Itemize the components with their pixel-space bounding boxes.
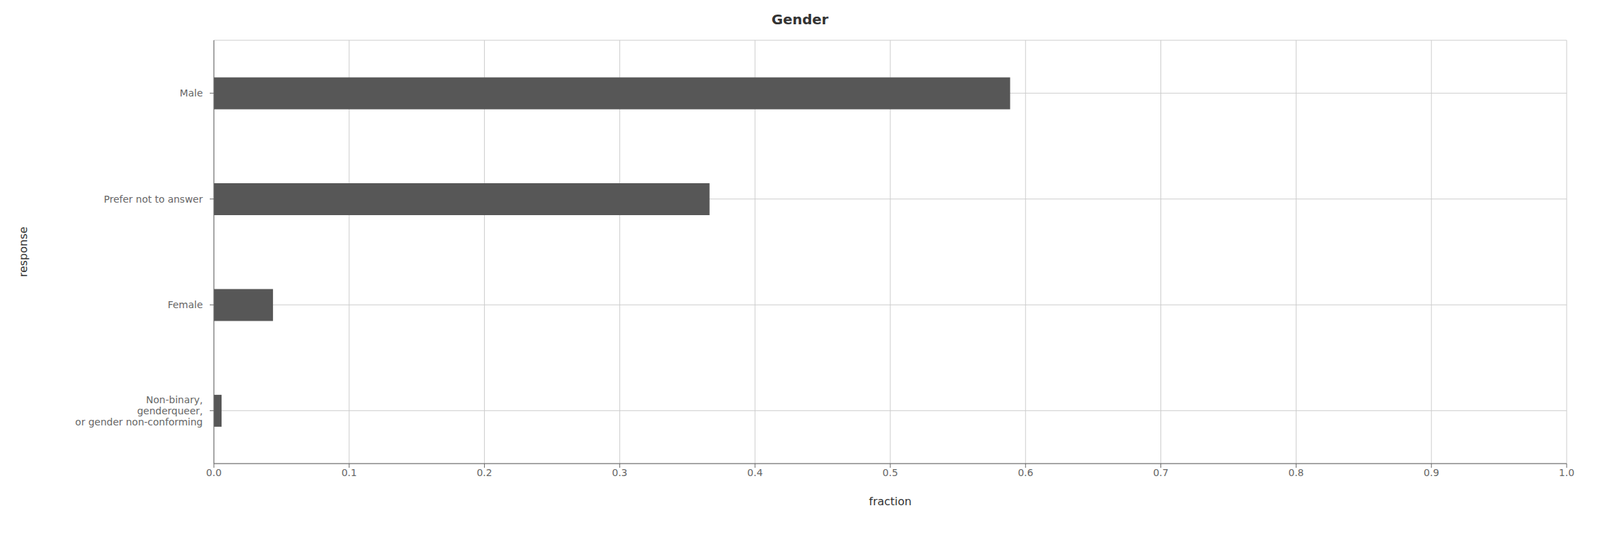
svg-text:Female: Female bbox=[167, 299, 203, 311]
svg-text:0.4: 0.4 bbox=[747, 467, 763, 479]
html-text:Gender: Gender bbox=[771, 11, 829, 28]
svg-text:0.3: 0.3 bbox=[611, 467, 628, 479]
svg-text:Non-binary,genderqueer,or gend: Non-binary,genderqueer,or gender non-con… bbox=[75, 394, 203, 428]
svg-text:response: response bbox=[16, 227, 30, 278]
svg-text:0.5: 0.5 bbox=[882, 467, 898, 479]
svg-text:fraction: fraction bbox=[868, 495, 912, 509]
svg-text:0.0: 0.0 bbox=[206, 467, 222, 479]
svg-text:1.0: 1.0 bbox=[1559, 467, 1575, 479]
svg-text:0.7: 0.7 bbox=[1152, 467, 1169, 479]
svg-text:0.9: 0.9 bbox=[1423, 467, 1439, 479]
svg-text:Prefer not to answer: Prefer not to answer bbox=[104, 193, 204, 205]
svg-text:Male: Male bbox=[179, 87, 203, 99]
svg-text:0.6: 0.6 bbox=[1018, 467, 1034, 479]
svg-text:0.2: 0.2 bbox=[476, 467, 492, 479]
svg-text:0.8: 0.8 bbox=[1288, 467, 1304, 479]
svg-text:0.1: 0.1 bbox=[341, 467, 357, 479]
